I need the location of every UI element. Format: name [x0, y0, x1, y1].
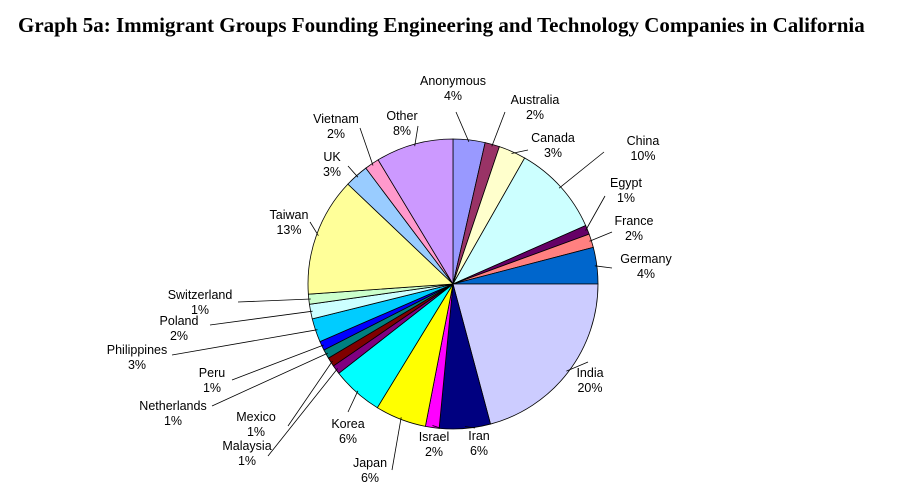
leader-line-uk — [347, 165, 359, 178]
slice-percent-china: 10% — [630, 149, 655, 163]
leader-line-taiwan — [309, 221, 319, 236]
slice-percent-anonymous: 4% — [444, 89, 462, 103]
pie-slice-taiwan — [307, 183, 454, 295]
pie-slice-other — [377, 138, 454, 286]
leader-line-philippines — [171, 329, 318, 356]
slice-name-vietnam: Vietnam — [313, 112, 359, 126]
slice-name-china: China — [627, 134, 660, 148]
leader-line-korea — [347, 390, 359, 413]
slice-name-germany: Germany — [620, 252, 672, 266]
slice-percent-iran: 6% — [470, 444, 488, 458]
leader-line-vietnam — [359, 127, 374, 166]
leader-line-japan — [391, 417, 402, 471]
slice-name-poland: Poland — [160, 314, 199, 328]
slice-name-japan: Japan — [353, 456, 387, 470]
leader-line-iran — [464, 426, 476, 429]
leader-line-malaysia — [267, 368, 338, 457]
slice-name-netherlands: Netherlands — [139, 399, 206, 413]
slice-percent-peru: 1% — [203, 381, 221, 395]
leader-line-egypt — [585, 195, 606, 231]
leader-line-india — [566, 361, 589, 372]
slice-percent-netherlands: 1% — [164, 414, 182, 428]
slice-name-india: India — [576, 366, 603, 380]
pie-slices — [307, 138, 599, 430]
pie-slice-india — [452, 283, 599, 425]
leader-lines — [171, 111, 613, 471]
leader-line-france — [589, 231, 613, 242]
slice-percent-japan: 6% — [361, 471, 379, 485]
slice-percent-india: 20% — [577, 381, 602, 395]
slice-percent-france: 2% — [625, 229, 643, 243]
leader-line-germany — [594, 265, 613, 269]
leader-line-australia — [491, 111, 506, 147]
slice-name-mexico: Mexico — [236, 410, 276, 424]
slice-name-australia: Australia — [511, 93, 560, 107]
slice-percent-canada: 3% — [544, 146, 562, 160]
leader-line-mexico — [287, 360, 333, 427]
slice-name-uk: UK — [323, 150, 341, 164]
slice-percent-korea: 6% — [339, 432, 357, 446]
slice-percent-germany: 4% — [637, 267, 655, 281]
slice-percent-taiwan: 13% — [276, 223, 301, 237]
slice-percent-vietnam: 2% — [327, 127, 345, 141]
slice-name-peru: Peru — [199, 366, 225, 380]
slice-name-korea: Korea — [331, 417, 364, 431]
slice-percent-poland: 2% — [170, 329, 188, 343]
slice-name-taiwan: Taiwan — [270, 208, 309, 222]
slice-percent-australia: 2% — [526, 108, 544, 122]
slice-percent-uk: 3% — [323, 165, 341, 179]
leader-line-anonymous — [455, 111, 470, 143]
chart-title: Graph 5a: Immigrant Groups Founding Engi… — [18, 13, 865, 37]
slice-percent-mexico: 1% — [247, 425, 265, 439]
slice-name-anonymous: Anonymous — [420, 74, 486, 88]
leader-line-israel — [432, 425, 441, 429]
slice-percent-philippines: 3% — [128, 358, 146, 372]
slice-name-other: Other — [386, 109, 417, 123]
slice-name-philippines: Philippines — [107, 343, 167, 357]
leader-line-poland — [209, 310, 313, 326]
leader-line-switzerland — [237, 298, 311, 303]
slice-name-egypt: Egypt — [610, 176, 642, 190]
slice-name-canada: Canada — [531, 131, 575, 145]
slice-percent-egypt: 1% — [617, 191, 635, 205]
leader-line-china — [558, 151, 605, 189]
slice-percent-malaysia: 1% — [238, 454, 256, 468]
slice-name-france: France — [615, 214, 654, 228]
slice-percent-israel: 2% — [425, 445, 443, 459]
slice-percent-switzerland: 1% — [191, 303, 209, 317]
leader-line-canada — [511, 149, 529, 154]
leader-line-other — [414, 125, 419, 147]
slice-name-israel: Israel — [419, 430, 450, 444]
slice-name-malaysia: Malaysia — [222, 439, 271, 453]
leader-line-peru — [231, 344, 324, 381]
slice-name-iran: Iran — [468, 429, 490, 443]
slice-percent-other: 8% — [393, 124, 411, 138]
slice-name-switzerland: Switzerland — [168, 288, 233, 302]
leader-line-netherlands — [211, 352, 328, 407]
